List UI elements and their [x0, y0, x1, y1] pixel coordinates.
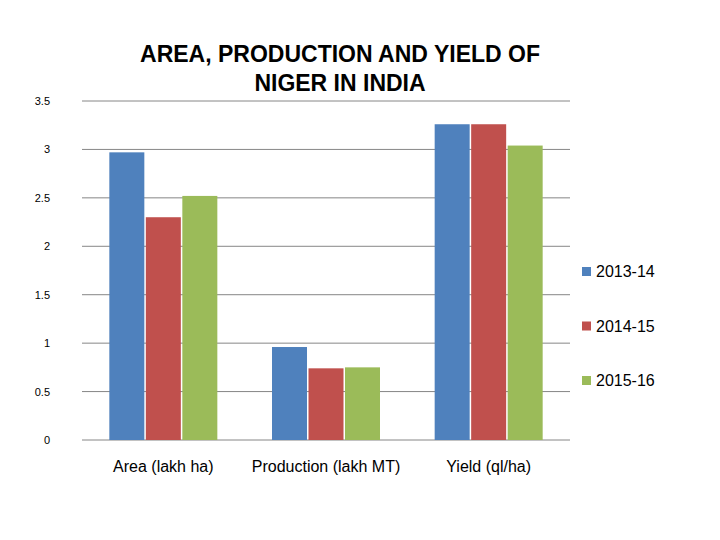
bar [508, 146, 543, 440]
y-tick-label: 1.5 [35, 289, 50, 301]
y-tick-label: 2.5 [35, 192, 50, 204]
y-tick-label: 1 [44, 337, 50, 349]
y-tick-label: 3.5 [35, 95, 50, 107]
y-tick-label: 0.5 [35, 386, 50, 398]
bar [109, 152, 144, 440]
bar [309, 368, 344, 440]
legend-label: 2014-15 [596, 318, 655, 335]
y-tick-label: 2 [44, 240, 50, 252]
bar [182, 196, 217, 440]
chart: AREA, PRODUCTION AND YIELD OFNIGER IN IN… [0, 0, 720, 540]
y-tick-label: 3 [44, 143, 50, 155]
title: AREA, PRODUCTION AND YIELD OFNIGER IN IN… [140, 41, 540, 96]
bar [471, 124, 506, 440]
x-tick-label: Yield (ql/ha) [446, 458, 531, 475]
x-tick-label: Area (lakh ha) [113, 458, 214, 475]
bars [109, 124, 542, 440]
bar [272, 347, 307, 440]
bar [435, 124, 470, 440]
grid-line [82, 101, 570, 102]
legend-swatch [582, 376, 591, 385]
bar [345, 367, 380, 440]
background [0, 0, 720, 540]
x-tick-label: Production (lakh MT) [252, 458, 401, 475]
legend-swatch [582, 322, 591, 331]
legend-label: 2015-16 [596, 372, 655, 389]
bar [146, 217, 181, 440]
legend-label: 2013-14 [596, 263, 655, 280]
y-tick-label: 0 [44, 434, 50, 446]
legend-swatch [582, 267, 591, 276]
